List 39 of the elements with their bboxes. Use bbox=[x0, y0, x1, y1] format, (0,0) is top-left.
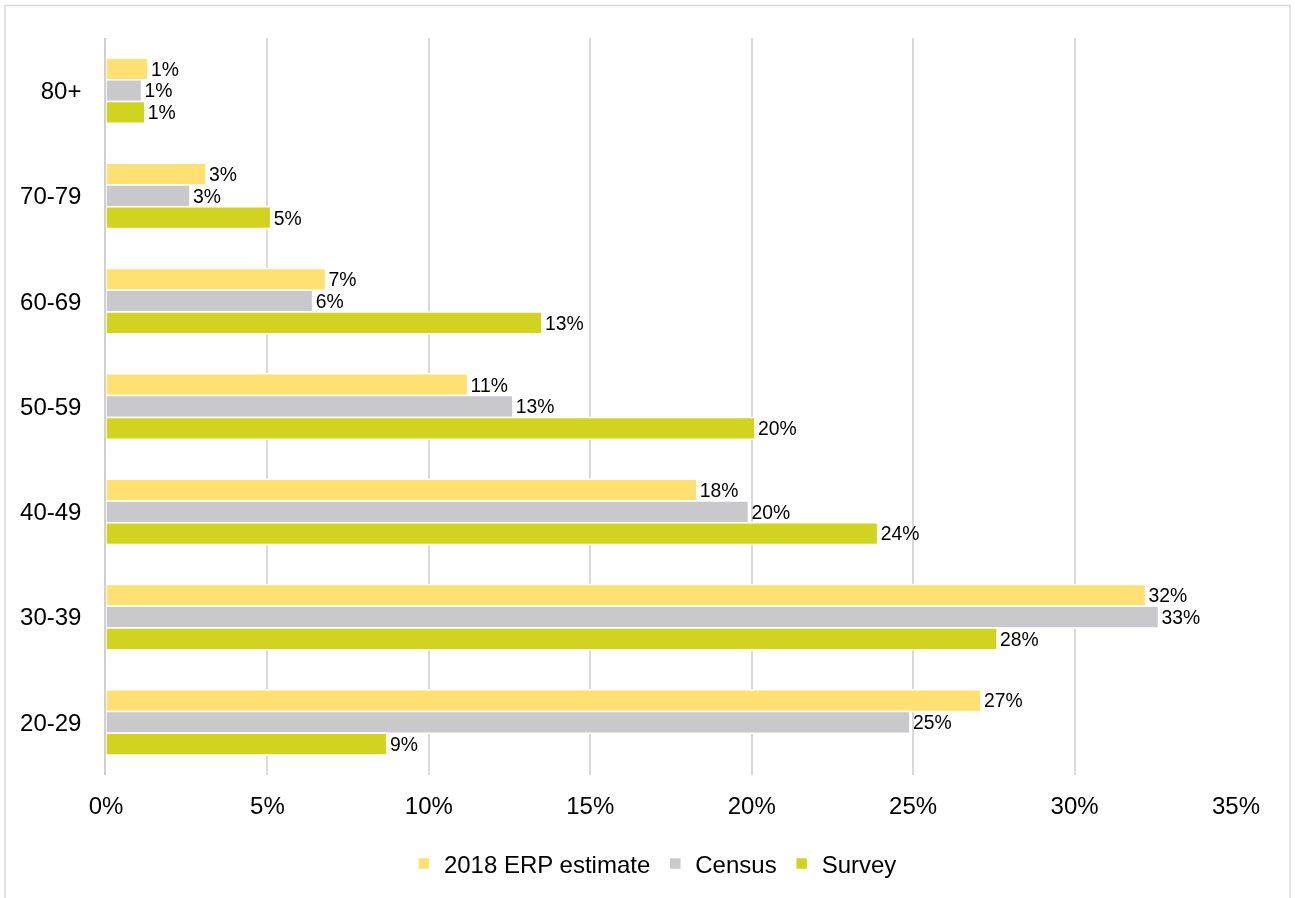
x-tick-label: 5% bbox=[250, 792, 285, 819]
data-label: 13% bbox=[544, 311, 584, 334]
data-label: 5% bbox=[273, 206, 302, 229]
x-tick-label: 0% bbox=[88, 792, 124, 819]
data-label: 25% bbox=[912, 711, 952, 734]
y-tick-label: 80+ bbox=[40, 77, 82, 105]
data-label: 32% bbox=[1148, 584, 1188, 607]
y-tick-label: 50-59 bbox=[20, 392, 82, 420]
data-label: 33% bbox=[1161, 605, 1201, 628]
legend-label: 2018 ERP estimate bbox=[443, 850, 651, 878]
y-tick-label: 70-79 bbox=[20, 182, 82, 210]
y-tick-label: 60-69 bbox=[20, 287, 82, 315]
data-label: 1% bbox=[144, 79, 173, 102]
data-label: 13% bbox=[515, 395, 555, 418]
data-label: 1% bbox=[150, 57, 179, 80]
y-tick-label: 20-29 bbox=[20, 708, 82, 736]
data-label: 11% bbox=[470, 373, 508, 396]
legend-label: Census bbox=[695, 850, 777, 878]
x-tick-label: 30% bbox=[1050, 792, 1099, 819]
y-tick-label: 40-49 bbox=[20, 498, 82, 526]
data-label: 1% bbox=[147, 101, 176, 124]
data-label: 9% bbox=[389, 732, 418, 755]
x-tick-label: 15% bbox=[566, 792, 615, 819]
x-tick-label: 20% bbox=[727, 792, 776, 819]
data-label: 24% bbox=[880, 523, 920, 545]
data-label: 20% bbox=[757, 417, 797, 440]
data-label: 20% bbox=[751, 500, 791, 523]
data-label: 18% bbox=[699, 478, 739, 501]
data-label: 3% bbox=[209, 163, 238, 186]
y-tick-label: 30-39 bbox=[20, 603, 82, 631]
x-tick-label: 35% bbox=[1211, 792, 1261, 819]
data-label: 28% bbox=[1000, 627, 1039, 650]
x-tick-label: 25% bbox=[889, 792, 938, 819]
legend-label: Survey bbox=[821, 850, 897, 878]
data-label: 27% bbox=[983, 689, 1023, 712]
data-label: 3% bbox=[192, 184, 221, 207]
x-tick-label: 10% bbox=[404, 792, 453, 819]
data-label: 6% bbox=[315, 290, 344, 313]
data-label: 7% bbox=[328, 269, 357, 291]
